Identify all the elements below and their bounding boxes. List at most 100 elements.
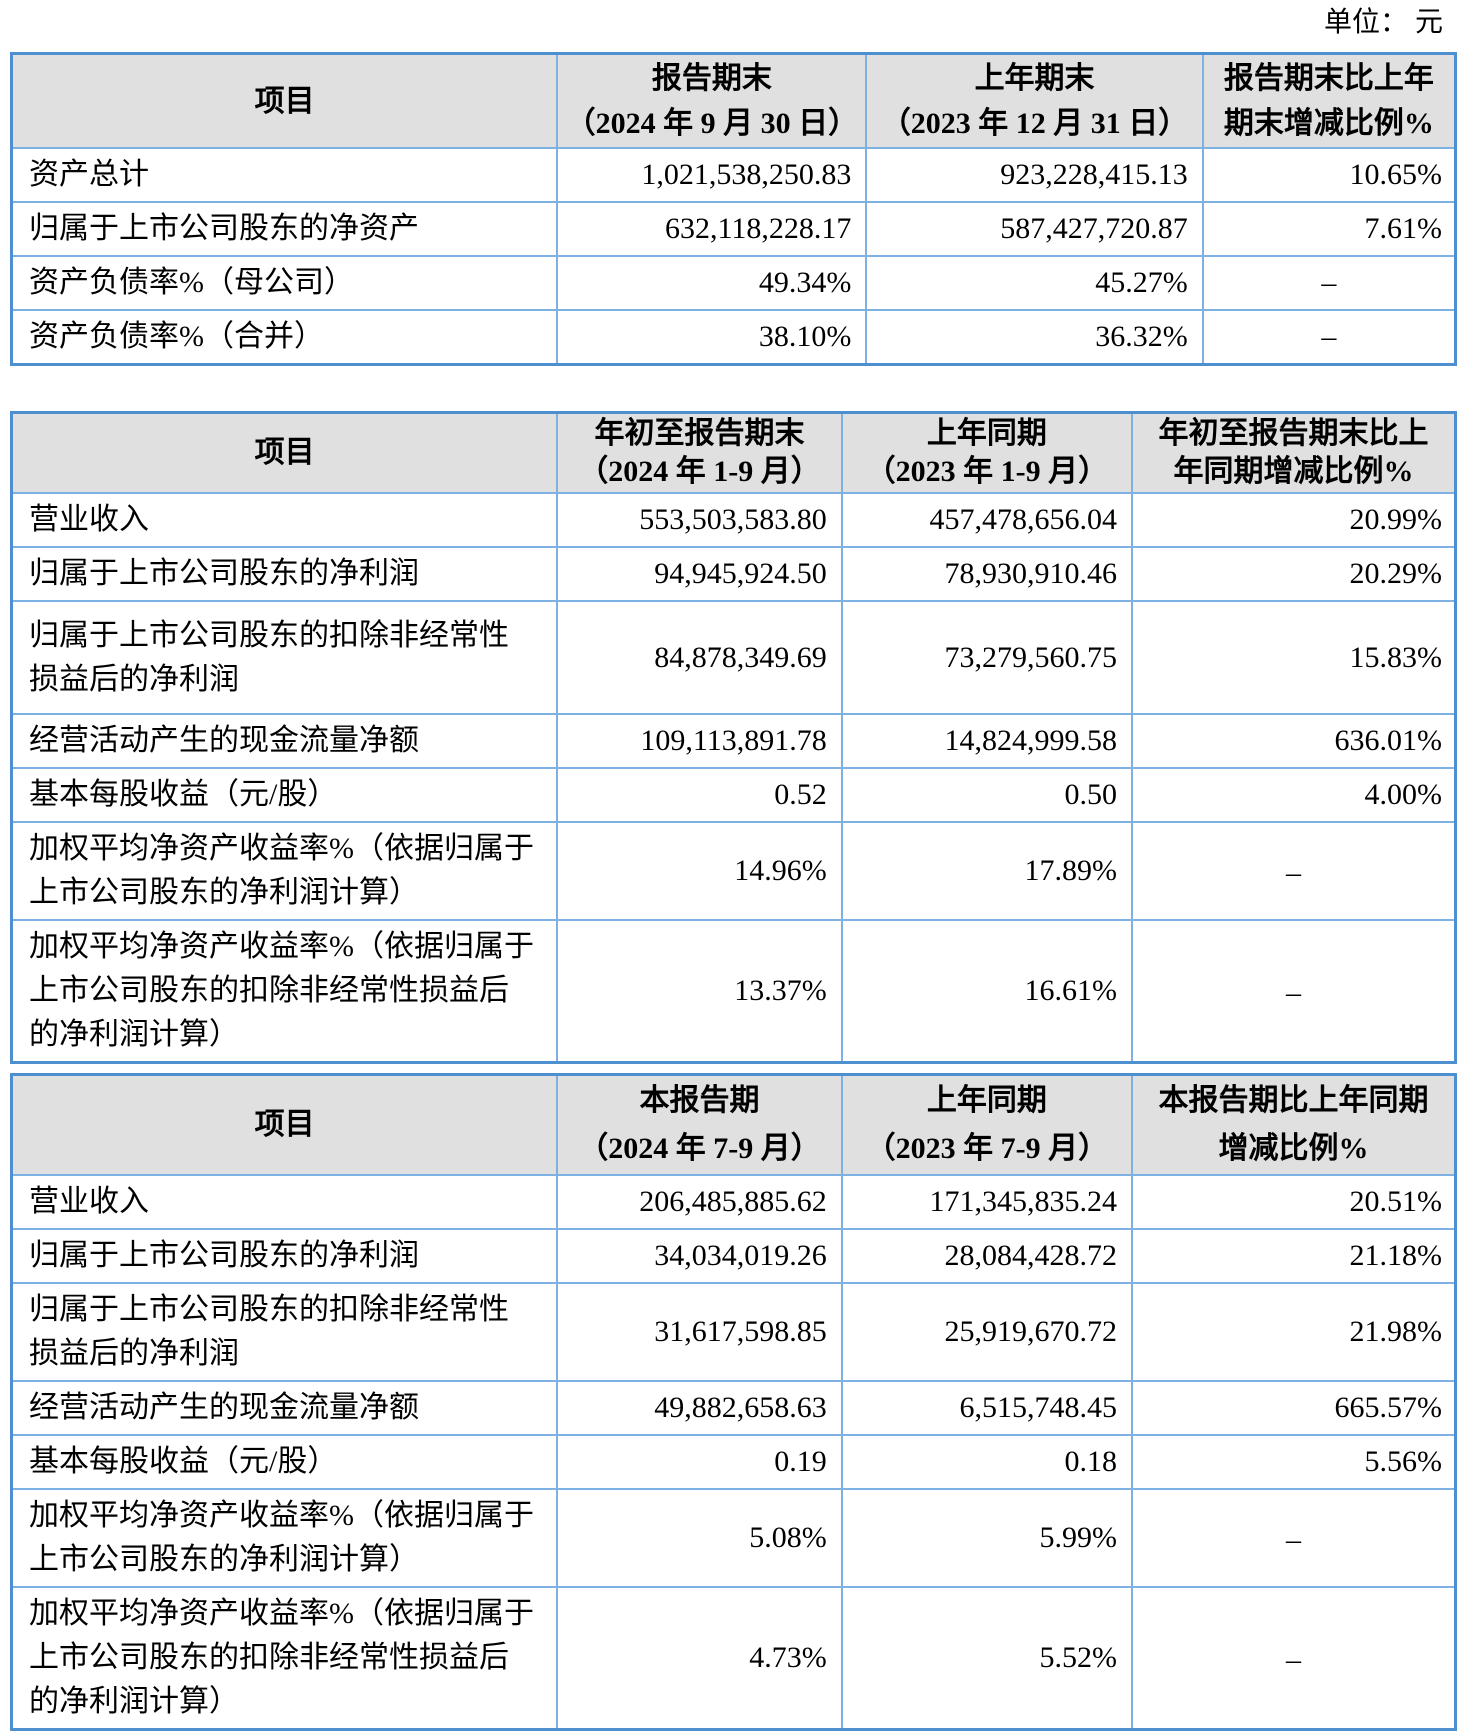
header-item: 项目 — [10, 411, 559, 494]
header-item: 项目 — [10, 52, 559, 149]
table-row: 归属于上市公司股东的净利润 94,945,924.50 78,930,910.4… — [10, 546, 1457, 602]
prior-value: 73,279,560.75 — [840, 600, 1134, 715]
prior-value: 587,427,720.87 — [865, 201, 1204, 257]
table-row: 归属于上市公司股东的净资产 632,118,228.17 587,427,720… — [10, 201, 1457, 257]
row-label: 归属于上市公司股东的净资产 — [10, 201, 559, 257]
current-value: 13.37% — [556, 919, 843, 1064]
table-row: 归属于上市公司股东的扣除非经常性 损益后的净利润 31,617,598.85 2… — [10, 1282, 1457, 1382]
header-prior-same-period: 上年同期 （2023 年 7-9 月） — [840, 1073, 1134, 1176]
row-label: 资产负债率%（合并） — [10, 309, 559, 366]
change-value: 665.57% — [1131, 1380, 1457, 1436]
change-dash: – — [1201, 309, 1457, 366]
row-label: 归属于上市公司股东的扣除非经常性 损益后的净利润 — [10, 600, 559, 715]
change-dash: – — [1131, 1488, 1457, 1588]
current-value: 84,878,349.69 — [556, 600, 843, 715]
change-dash: – — [1201, 255, 1457, 311]
header-change-ratio: 本报告期比上年同期 增减比例% — [1131, 1073, 1457, 1176]
change-value: 636.01% — [1131, 713, 1457, 769]
table-row: 经营活动产生的现金流量净额 109,113,891.78 14,824,999.… — [10, 713, 1457, 769]
change-value: 20.51% — [1131, 1174, 1457, 1230]
prior-value: 457,478,656.04 — [840, 492, 1134, 548]
report-page: 单位： 元 项目 报告期末 （2024 年 9 月 30 日） 上年期末 （20… — [0, 8, 1467, 1731]
current-value: 38.10% — [556, 309, 868, 366]
change-value: 7.61% — [1201, 201, 1457, 257]
current-value: 632,118,228.17 — [556, 201, 868, 257]
change-value: 21.98% — [1131, 1282, 1457, 1382]
change-value: 21.18% — [1131, 1228, 1457, 1284]
table-row: 基本每股收益（元/股） 0.52 0.50 4.00% — [10, 767, 1457, 823]
current-value: 0.52 — [556, 767, 843, 823]
header-change-ratio: 年初至报告期末比上 年同期增减比例% — [1131, 411, 1457, 494]
prior-value: 923,228,415.13 — [865, 147, 1204, 203]
table-header-row: 项目 报告期末 （2024 年 9 月 30 日） 上年期末 （2023 年 1… — [10, 52, 1457, 149]
prior-value: 5.52% — [840, 1586, 1134, 1731]
table-gap — [10, 366, 1457, 411]
prior-value: 6,515,748.45 — [840, 1380, 1134, 1436]
row-label: 营业收入 — [10, 1174, 559, 1230]
change-dash: – — [1131, 1586, 1457, 1731]
prior-value: 17.89% — [840, 821, 1134, 921]
table-header-row: 项目 本报告期 （2024 年 7-9 月） 上年同期 （2023 年 7-9 … — [10, 1073, 1457, 1176]
table-row: 基本每股收益（元/股） 0.19 0.18 5.56% — [10, 1434, 1457, 1490]
header-report-period-end: 报告期末 （2024 年 9 月 30 日） — [556, 52, 868, 149]
row-label: 基本每股收益（元/股） — [10, 1434, 559, 1490]
current-value: 31,617,598.85 — [556, 1282, 843, 1382]
change-value: 20.99% — [1131, 492, 1457, 548]
current-value: 0.19 — [556, 1434, 843, 1490]
row-label: 营业收入 — [10, 492, 559, 548]
change-value: 20.29% — [1131, 546, 1457, 602]
table-row: 营业收入 553,503,583.80 457,478,656.04 20.99… — [10, 492, 1457, 548]
row-label: 基本每股收益（元/股） — [10, 767, 559, 823]
row-label: 资产负债率%（母公司） — [10, 255, 559, 311]
prior-value: 171,345,835.24 — [840, 1174, 1134, 1230]
prior-value: 0.18 — [840, 1434, 1134, 1490]
current-value: 206,485,885.62 — [556, 1174, 843, 1230]
table-row: 营业收入 206,485,885.62 171,345,835.24 20.51… — [10, 1174, 1457, 1230]
row-label: 资产总计 — [10, 147, 559, 203]
current-value: 49,882,658.63 — [556, 1380, 843, 1436]
current-value: 1,021,538,250.83 — [556, 147, 868, 203]
ytd-results-table: 项目 年初至报告期末 （2024 年 1-9 月） 上年同期 （2023 年 1… — [10, 411, 1457, 1064]
current-value: 5.08% — [556, 1488, 843, 1588]
prior-value: 25,919,670.72 — [840, 1282, 1134, 1382]
row-label: 经营活动产生的现金流量净额 — [10, 713, 559, 769]
prior-value: 78,930,910.46 — [840, 546, 1134, 602]
current-value: 94,945,924.50 — [556, 546, 843, 602]
prior-value: 45.27% — [865, 255, 1204, 311]
header-change-ratio: 报告期末比上年 期末增减比例% — [1201, 52, 1457, 149]
row-label: 加权平均净资产收益率%（依据归属于 上市公司股东的扣除非经常性损益后 的净利润计… — [10, 1586, 559, 1731]
header-ytd-period: 年初至报告期末 （2024 年 1-9 月） — [556, 411, 843, 494]
row-label: 归属于上市公司股东的扣除非经常性 损益后的净利润 — [10, 1282, 559, 1382]
row-label: 加权平均净资产收益率%（依据归属于 上市公司股东的净利润计算） — [10, 821, 559, 921]
row-label: 加权平均净资产收益率%（依据归属于 上市公司股东的净利润计算） — [10, 1488, 559, 1588]
table-row: 加权平均净资产收益率%（依据归属于 上市公司股东的扣除非经常性损益后 的净利润计… — [10, 1586, 1457, 1731]
quarter-results-table: 项目 本报告期 （2024 年 7-9 月） 上年同期 （2023 年 7-9 … — [10, 1073, 1457, 1731]
header-current-quarter: 本报告期 （2024 年 7-9 月） — [556, 1073, 843, 1176]
table-row: 加权平均净资产收益率%（依据归属于 上市公司股东的净利润计算） 5.08% 5.… — [10, 1488, 1457, 1588]
table-row: 归属于上市公司股东的净利润 34,034,019.26 28,084,428.7… — [10, 1228, 1457, 1284]
table-header-row: 项目 年初至报告期末 （2024 年 1-9 月） 上年同期 （2023 年 1… — [10, 411, 1457, 494]
current-value: 49.34% — [556, 255, 868, 311]
change-value: 15.83% — [1131, 600, 1457, 715]
row-label: 经营活动产生的现金流量净额 — [10, 1380, 559, 1436]
prior-value: 14,824,999.58 — [840, 713, 1134, 769]
current-value: 34,034,019.26 — [556, 1228, 843, 1284]
change-dash: – — [1131, 821, 1457, 921]
table-row: 归属于上市公司股东的扣除非经常性 损益后的净利润 84,878,349.69 7… — [10, 600, 1457, 715]
table-gap — [10, 1064, 1457, 1073]
current-value: 109,113,891.78 — [556, 713, 843, 769]
current-value: 14.96% — [556, 821, 843, 921]
header-prior-same-period: 上年同期 （2023 年 1-9 月） — [840, 411, 1134, 494]
header-item: 项目 — [10, 1073, 559, 1176]
row-label: 归属于上市公司股东的净利润 — [10, 546, 559, 602]
header-prior-year-end: 上年期末 （2023 年 12 月 31 日） — [865, 52, 1204, 149]
prior-value: 28,084,428.72 — [840, 1228, 1134, 1284]
row-label: 加权平均净资产收益率%（依据归属于 上市公司股东的扣除非经常性损益后 的净利润计… — [10, 919, 559, 1064]
row-label: 归属于上市公司股东的净利润 — [10, 1228, 559, 1284]
prior-value: 36.32% — [865, 309, 1204, 366]
table-row: 经营活动产生的现金流量净额 49,882,658.63 6,515,748.45… — [10, 1380, 1457, 1436]
table-row: 资产负债率%（母公司） 49.34% 45.27% – — [10, 255, 1457, 311]
prior-value: 0.50 — [840, 767, 1134, 823]
change-value: 10.65% — [1201, 147, 1457, 203]
table-row: 资产负债率%（合并） 38.10% 36.32% – — [10, 309, 1457, 366]
